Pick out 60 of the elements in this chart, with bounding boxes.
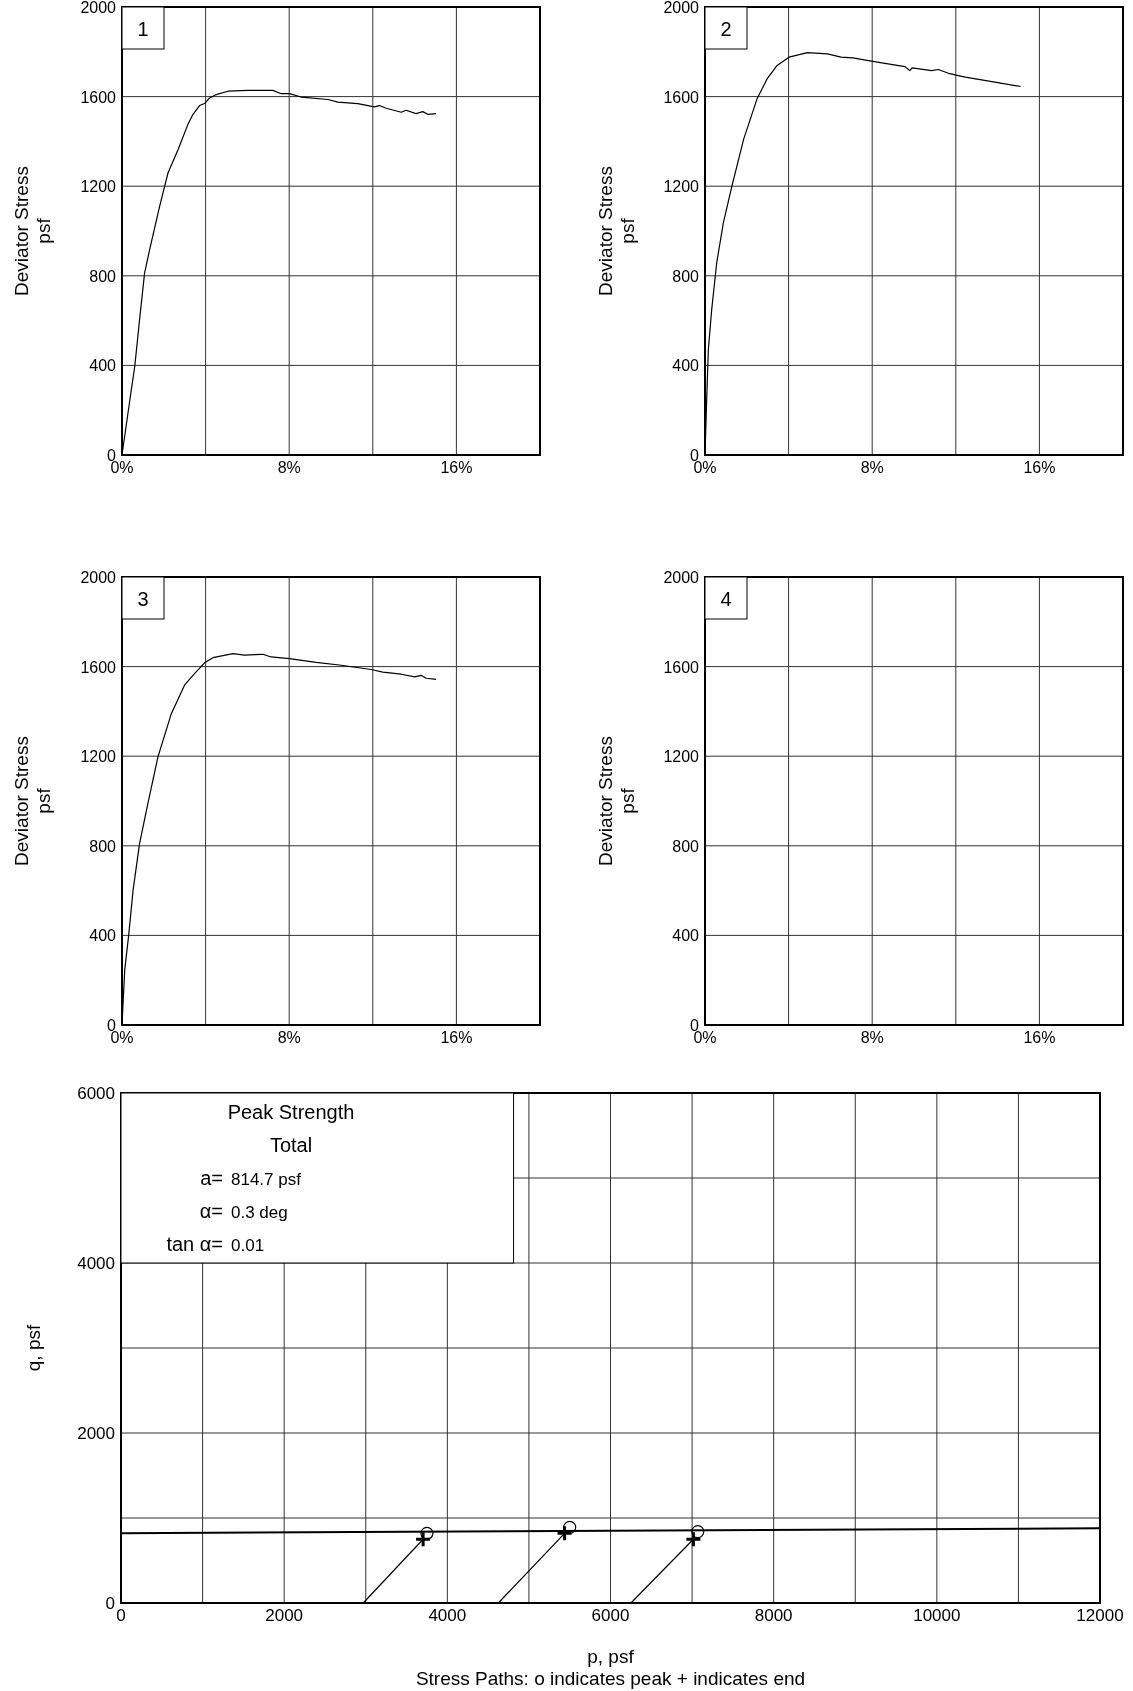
y-tick-label: 400: [672, 927, 700, 945]
x-tick-label: 8%: [860, 1029, 884, 1046]
y-axis-title: Deviator Stress psf: [595, 166, 638, 296]
annotation: tan α= 0.01: [166, 1233, 265, 1255]
x-tick-label: 6000: [591, 1606, 630, 1625]
annotation: 4: [720, 588, 732, 610]
y-tick-label: 2000: [663, 569, 700, 586]
point: [556, 1524, 574, 1542]
y-tick-label: 1600: [663, 658, 700, 676]
y-tick-label: 6000: [77, 1084, 115, 1103]
y-tick-label: 2000: [80, 569, 117, 586]
x-tick-label: 12000: [1076, 1606, 1124, 1625]
y-tick-label: 2000: [663, 0, 700, 16]
x-tick-label: 16%: [1023, 459, 1056, 476]
y-tick-label: 1200: [80, 178, 117, 196]
point: [563, 1520, 577, 1534]
point: [684, 1530, 702, 1548]
x-tick-label: 8%: [277, 1029, 301, 1046]
x-tick-label: 8%: [860, 459, 884, 476]
annotation: α= 0.3 deg: [199, 1200, 288, 1222]
y-tick-label: 0: [105, 1594, 115, 1613]
annotation: 3: [137, 588, 149, 610]
point: [414, 1530, 432, 1548]
x-tick-label: 4000: [428, 1606, 467, 1625]
y-tick-label: 800: [89, 267, 117, 285]
annotation: 2: [720, 18, 732, 40]
x-tick-label: 8%: [277, 459, 301, 476]
point: [420, 1526, 434, 1540]
y-tick-label: 1600: [80, 658, 117, 676]
y-tick-label: 400: [672, 357, 700, 375]
y-tick-label: 4000: [77, 1254, 115, 1273]
y-tick-label: 1600: [663, 88, 700, 106]
y-tick-label: 400: [89, 357, 117, 375]
y-tick-label: 800: [89, 837, 117, 855]
y-tick-label: 1200: [80, 748, 117, 766]
annotation: Peak Strength: [227, 1101, 355, 1123]
x-tick-label: 16%: [1023, 1029, 1056, 1046]
point: [691, 1525, 705, 1539]
x-axis-title: p, psf: [587, 1646, 635, 1667]
y-axis-title: q, psf: [23, 1324, 44, 1372]
annotation: 1: [137, 18, 149, 40]
y-tick-label: 1600: [80, 88, 117, 106]
y-tick-label: 800: [672, 837, 700, 855]
y-axis-title: Deviator Stress psf: [11, 736, 54, 866]
x-tick-label: 16%: [440, 459, 473, 476]
y-tick-label: 400: [89, 927, 117, 945]
y-axis-title: Deviator Stress psf: [595, 736, 638, 866]
y-tick-label: 1200: [663, 748, 700, 766]
x-tick-label: 16%: [440, 1029, 473, 1046]
y-tick-label: 800: [672, 267, 700, 285]
y-axis-title: Deviator Stress psf: [11, 166, 54, 296]
y-tick-label: 1200: [663, 178, 700, 196]
annotation: Total: [269, 1134, 313, 1156]
y-tick-label: 2000: [80, 0, 117, 16]
annotation: a= 814.7 psf: [200, 1167, 302, 1189]
x-tick-label: 10000: [913, 1606, 961, 1625]
text: Stress Paths: o indicates peak + indicates end: [415, 1668, 806, 1689]
y-tick-label: 2000: [77, 1424, 115, 1443]
x-tick-label: 8000: [754, 1606, 793, 1625]
x-tick-label: 2000: [265, 1606, 304, 1625]
